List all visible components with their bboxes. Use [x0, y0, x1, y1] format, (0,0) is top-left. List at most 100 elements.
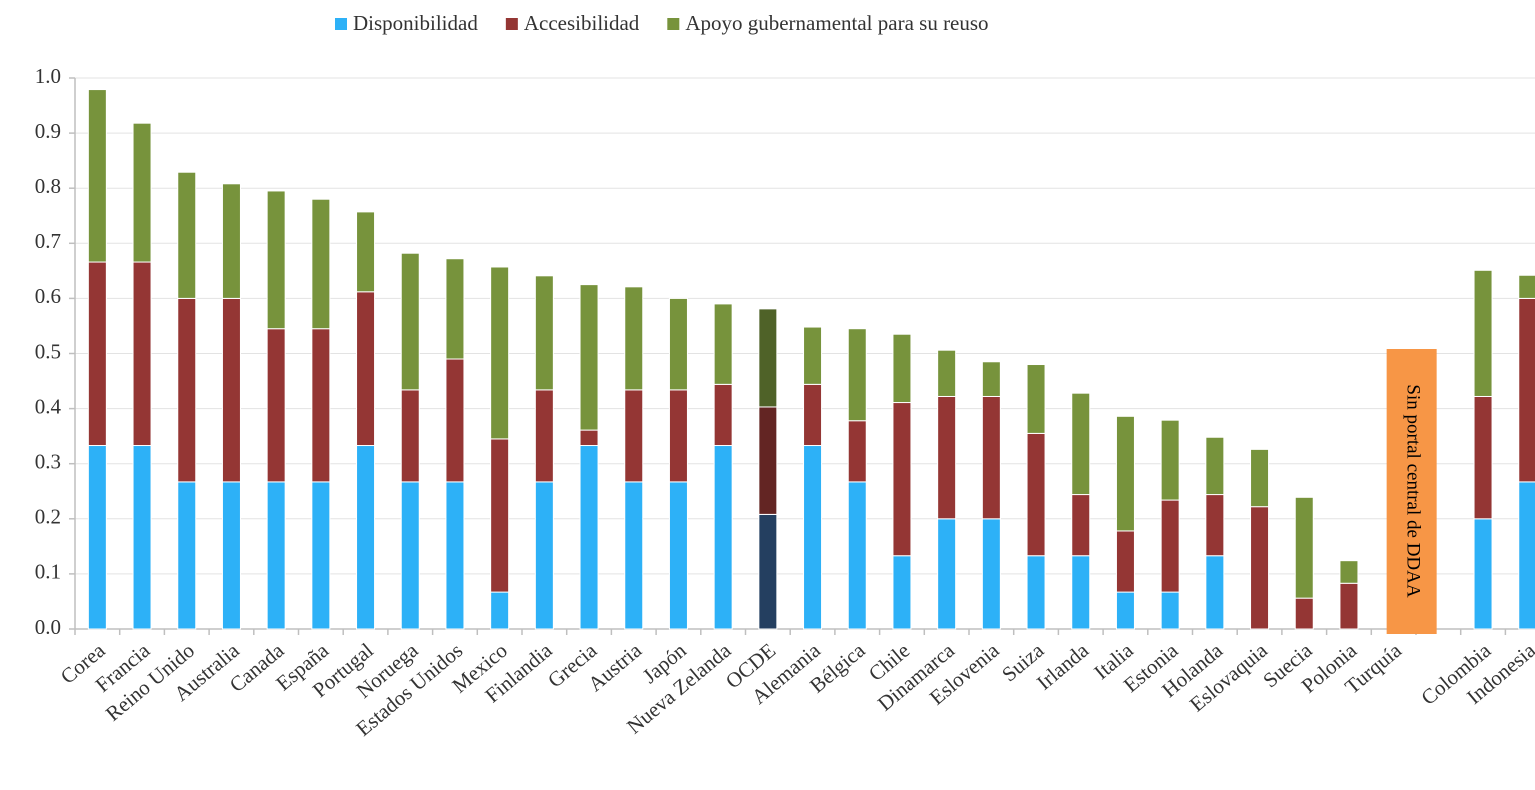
bar-segment: [1294, 597, 1314, 630]
bar-segment: [311, 481, 331, 630]
bar-segment: [266, 481, 286, 630]
bar-segment: [1339, 560, 1359, 584]
bar-segment: [87, 445, 107, 630]
bar-segment: [356, 445, 376, 630]
bar-segment: [624, 389, 644, 483]
bar-segment: [1473, 269, 1493, 397]
bar-segment: [490, 266, 510, 440]
bar-segment: [1026, 555, 1046, 630]
bar-segment: [981, 395, 1001, 520]
bar-segment: [668, 389, 688, 483]
bar-segment: [400, 389, 420, 483]
bar-segment: [579, 284, 599, 431]
bar-segment: [758, 308, 778, 408]
bar-segment: [937, 518, 957, 630]
bar-segment: [1071, 392, 1091, 496]
annotation-text: Sin portal central de DDAA: [1402, 384, 1423, 597]
bar-segment: [534, 481, 554, 630]
y-tick-label: 1.0: [35, 64, 61, 88]
bar-segment: [311, 328, 331, 483]
bar-segment: [1071, 555, 1091, 630]
bar-segment: [1518, 481, 1535, 630]
bar-segment: [1205, 494, 1225, 557]
bar-segment: [221, 481, 241, 630]
y-tick-label: 0.6: [35, 284, 61, 308]
y-tick-label: 0.2: [35, 505, 61, 529]
bar-segment: [981, 361, 1001, 397]
legend-swatch: [667, 18, 680, 30]
bar-segment: [445, 481, 465, 630]
bar-segment: [579, 429, 599, 447]
bar-segment: [847, 328, 867, 422]
y-tick-label: 0.7: [35, 229, 61, 253]
bar-segment: [847, 420, 867, 483]
bar-segment: [490, 438, 510, 593]
bar-segment: [266, 190, 286, 330]
x-tick-label: Irlanda: [1032, 638, 1093, 695]
bar-segment: [668, 297, 688, 391]
bar-segment: [1160, 499, 1180, 593]
bar-segment: [266, 328, 286, 483]
bar-segment: [1026, 432, 1046, 557]
bar-segment: [490, 591, 510, 630]
bar-segment: [803, 326, 823, 385]
bar-segment: [1473, 518, 1493, 630]
bar-segment: [311, 198, 331, 330]
y-tick-label: 0.3: [35, 450, 61, 474]
legend-label: Accesibilidad: [524, 11, 640, 35]
bar-segment: [892, 402, 912, 557]
bar-segment: [445, 358, 465, 483]
bar-segment: [1339, 582, 1359, 630]
bar-segment: [132, 122, 152, 263]
bar-segment: [132, 261, 152, 447]
bar-segment: [356, 291, 376, 447]
bar-segment: [177, 481, 197, 630]
bar-segment: [937, 349, 957, 397]
bar-segment: [1205, 555, 1225, 630]
bar-segment: [177, 297, 197, 483]
legend-swatch: [335, 18, 347, 30]
bar-segment: [400, 481, 420, 630]
bar-segment: [892, 555, 912, 630]
bar-segment: [177, 171, 197, 299]
legend-swatch: [505, 18, 518, 30]
bar-segment: [847, 481, 867, 630]
bar-segment: [1115, 530, 1135, 593]
bar-segment: [624, 286, 644, 391]
bar-segment: [1294, 496, 1314, 599]
bar-segment: [937, 395, 957, 520]
bar-segment: [1205, 436, 1225, 496]
bar-segment: [1518, 297, 1535, 483]
bar-segment: [892, 333, 912, 404]
bar-segment: [1071, 494, 1091, 557]
bar-segment: [400, 252, 420, 391]
bar-segment: [1250, 448, 1270, 508]
bar-segment: [1026, 364, 1046, 434]
y-tick-label: 0.5: [35, 339, 61, 363]
bar-segment: [534, 389, 554, 483]
bar-segment: [624, 481, 644, 630]
bar-segment: [132, 445, 152, 630]
bar-segment: [1250, 506, 1270, 630]
bar-segment: [534, 275, 554, 391]
y-tick-label: 0.1: [35, 560, 61, 584]
bar-segment: [758, 406, 778, 515]
bar-segment: [713, 445, 733, 630]
bar-segment: [713, 303, 733, 385]
y-tick-label: 0.9: [35, 119, 61, 143]
y-tick-label: 0.8: [35, 174, 61, 198]
bar-segment: [1115, 415, 1135, 532]
bar-segment: [445, 258, 465, 360]
bar-segment: [221, 183, 241, 299]
legend-label: Apoyo gubernamental para su reuso: [685, 11, 988, 35]
bar-segment: [1115, 591, 1135, 630]
bar-segment: [668, 481, 688, 630]
bar-segment: [87, 89, 107, 263]
bar-segment: [221, 297, 241, 483]
bar-segment: [1518, 274, 1535, 299]
y-tick-label: 0.4: [35, 394, 62, 418]
bar-segment: [803, 383, 823, 447]
bar-segment: [87, 261, 107, 447]
bar-segment: [1160, 419, 1180, 501]
